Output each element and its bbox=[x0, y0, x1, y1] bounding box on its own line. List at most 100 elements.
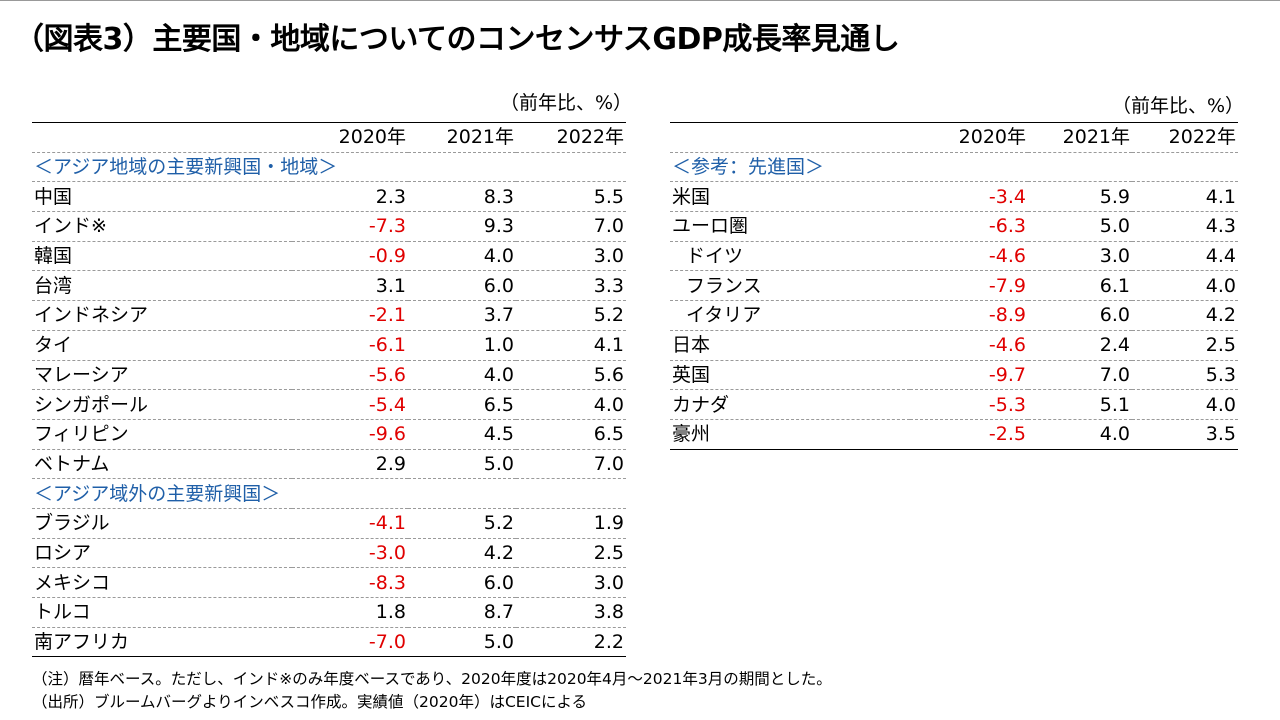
value-2021: 6.0 bbox=[408, 567, 516, 598]
value-2022: 3.3 bbox=[516, 270, 626, 302]
value-2020: -3.4 bbox=[910, 181, 1028, 213]
value-2022: 7.0 bbox=[516, 449, 626, 480]
country-name: 豪州 bbox=[670, 419, 910, 450]
top-rule bbox=[0, 0, 1280, 1]
value-2020: 2.9 bbox=[292, 449, 408, 480]
value-2021: 1.0 bbox=[408, 330, 516, 361]
table-row: カナダ -5.3 5.1 4.0 bbox=[670, 389, 1238, 420]
value-2020: -5.6 bbox=[292, 360, 408, 391]
left-table-body: ＜アジア地域の主要新興国・地域＞ 中国 2.3 8.3 5.5 インド※ -7.3 9.3 7.… bbox=[32, 152, 626, 658]
country-name: 南アフリカ bbox=[32, 627, 292, 658]
table-row: インドネシア -2.1 3.7 5.2 bbox=[32, 300, 626, 331]
table-row: ベトナム 2.9 5.0 7.0 bbox=[32, 449, 626, 480]
value-2021: 5.0 bbox=[408, 449, 516, 480]
value-2022: 4.0 bbox=[1132, 270, 1238, 302]
country-name: インドネシア bbox=[32, 300, 292, 331]
section-heading: ＜アジア地域の主要新興国・地域＞ bbox=[32, 152, 626, 183]
value-2020: -5.3 bbox=[910, 389, 1028, 420]
table-row: フランス -7.9 6.1 4.0 bbox=[670, 270, 1238, 302]
value-2020: -9.7 bbox=[910, 360, 1028, 391]
country-name: 中国 bbox=[32, 181, 292, 213]
value-2021: 4.0 bbox=[1028, 419, 1132, 450]
table-row: ドイツ -4.6 3.0 4.4 bbox=[670, 241, 1238, 272]
country-name: イタリア bbox=[670, 300, 910, 331]
value-2022: 6.5 bbox=[516, 419, 626, 450]
value-2021: 4.5 bbox=[408, 419, 516, 450]
country-name: ユーロ圏 bbox=[670, 211, 910, 242]
value-2022: 5.3 bbox=[1132, 360, 1238, 391]
country-name: ベトナム bbox=[32, 449, 292, 480]
value-2022: 2.5 bbox=[516, 538, 626, 569]
country-name: ドイツ bbox=[670, 241, 910, 272]
table-row: メキシコ -8.3 6.0 3.0 bbox=[32, 567, 626, 598]
header-year-2020: 2020年 bbox=[292, 122, 408, 153]
country-name: 日本 bbox=[670, 330, 910, 361]
table-row: イタリア -8.9 6.0 4.2 bbox=[670, 300, 1238, 331]
value-2021: 5.0 bbox=[408, 627, 516, 658]
value-2021: 4.0 bbox=[408, 360, 516, 391]
header-year-2022: 2022年 bbox=[516, 122, 626, 153]
value-2021: 6.0 bbox=[1028, 300, 1132, 331]
table-row: フィリピン -9.6 4.5 6.5 bbox=[32, 419, 626, 450]
value-2020: 3.1 bbox=[292, 270, 408, 302]
page-title: （図表3）主要国・地域についてのコンセンサスGDP成長率見通し bbox=[14, 22, 900, 57]
section-heading: ＜参考：先進国＞ bbox=[670, 152, 1238, 183]
value-2020: 2.3 bbox=[292, 181, 408, 213]
table-row: 韓国 -0.9 4.0 3.0 bbox=[32, 241, 626, 272]
value-2022: 1.9 bbox=[516, 508, 626, 539]
country-name: マレーシア bbox=[32, 360, 292, 391]
left-growth-table: 2020年 2021年 2022年 ＜アジア地域の主要新興国・地域＞ 中国 2.3 8… bbox=[32, 122, 626, 658]
table-row: 南アフリカ -7.0 5.0 2.2 bbox=[32, 627, 626, 658]
value-2022: 3.5 bbox=[1132, 419, 1238, 450]
source-text: （出所）ブルームバーグよりインベスコ作成。実績値（2020年）はCEICによる bbox=[32, 693, 588, 711]
value-2020: -6.3 bbox=[910, 211, 1028, 242]
value-2020: -6.1 bbox=[292, 330, 408, 361]
right-unit-label: （前年比、%） bbox=[1112, 95, 1245, 117]
country-name: 米国 bbox=[670, 181, 910, 213]
table-header-row: 2020年 2021年 2022年 bbox=[32, 122, 626, 153]
value-2022: 5.6 bbox=[516, 360, 626, 391]
value-2021: 4.2 bbox=[408, 538, 516, 569]
country-name: インド※ bbox=[32, 211, 292, 242]
table-row: 中国 2.3 8.3 5.5 bbox=[32, 181, 626, 213]
table-row: シンガポール -5.4 6.5 4.0 bbox=[32, 389, 626, 420]
header-year-2021: 2021年 bbox=[1028, 122, 1132, 153]
value-2022: 7.0 bbox=[516, 211, 626, 242]
value-2021: 5.9 bbox=[1028, 181, 1132, 213]
value-2020: -3.0 bbox=[292, 538, 408, 569]
country-name: タイ bbox=[32, 330, 292, 361]
value-2022: 5.2 bbox=[516, 300, 626, 331]
value-2021: 2.4 bbox=[1028, 330, 1132, 361]
value-2022: 3.0 bbox=[516, 567, 626, 598]
value-2022: 3.0 bbox=[516, 241, 626, 272]
value-2022: 4.3 bbox=[1132, 211, 1238, 242]
country-name: メキシコ bbox=[32, 567, 292, 598]
table-row: インド※ -7.3 9.3 7.0 bbox=[32, 211, 626, 242]
value-2020: 1.8 bbox=[292, 597, 408, 628]
table-row: 日本 -4.6 2.4 2.5 bbox=[670, 330, 1238, 361]
value-2020: -2.1 bbox=[292, 300, 408, 331]
note-text: （注）暦年ベース。ただし、インド※のみ年度ベースであり、2020年度は2020年… bbox=[32, 670, 832, 688]
table-row: タイ -6.1 1.0 4.1 bbox=[32, 330, 626, 361]
value-2020: -4.6 bbox=[910, 330, 1028, 361]
value-2021: 5.2 bbox=[408, 508, 516, 539]
value-2022: 5.5 bbox=[516, 181, 626, 213]
value-2020: -7.3 bbox=[292, 211, 408, 242]
country-name: トルコ bbox=[32, 597, 292, 628]
table-row: 台湾 3.1 6.0 3.3 bbox=[32, 270, 626, 302]
value-2022: 4.4 bbox=[1132, 241, 1238, 272]
country-name: ブラジル bbox=[32, 508, 292, 539]
country-name: 韓国 bbox=[32, 241, 292, 272]
country-name: ロシア bbox=[32, 538, 292, 569]
value-2022: 4.2 bbox=[1132, 300, 1238, 331]
value-2022: 4.0 bbox=[1132, 389, 1238, 420]
table-row: 豪州 -2.5 4.0 3.5 bbox=[670, 419, 1238, 450]
section-heading-row: ＜アジア域外の主要新興国＞ bbox=[32, 478, 626, 509]
right-growth-table: 2020年 2021年 2022年 ＜参考：先進国＞ 米国 -3.4 5.9 4.1 ユー… bbox=[670, 122, 1238, 450]
table-row: 英国 -9.7 7.0 5.3 bbox=[670, 360, 1238, 391]
header-year-2020: 2020年 bbox=[910, 122, 1028, 153]
header-year-2021: 2021年 bbox=[408, 122, 516, 153]
value-2021: 8.3 bbox=[408, 181, 516, 213]
table-header-row: 2020年 2021年 2022年 bbox=[670, 122, 1238, 153]
country-name: シンガポール bbox=[32, 389, 292, 420]
